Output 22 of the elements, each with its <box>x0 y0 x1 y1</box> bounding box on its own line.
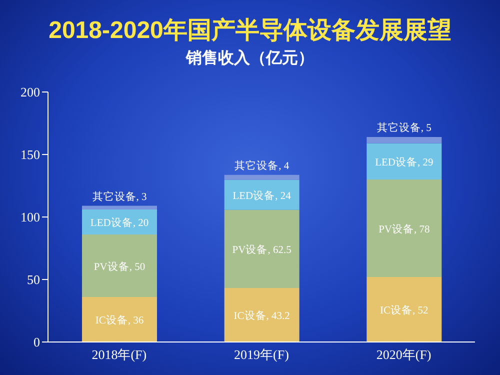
data-label: LED设备, 24 <box>232 190 292 202</box>
x-tick-label: 2020年(F) <box>376 347 432 362</box>
x-tick-label: 2018年(F) <box>92 347 147 362</box>
data-label: IC设备, 36 <box>95 314 144 326</box>
y-tick-label: 100 <box>20 210 40 225</box>
y-tick-label: 50 <box>27 272 40 288</box>
y-tick-label: 200 <box>20 84 40 100</box>
y-tick-label: 150 <box>20 147 40 162</box>
data-label: 其它设备, 4 <box>234 158 290 172</box>
data-label: 其它设备, 3 <box>92 190 147 203</box>
data-label: LED设备, 20 <box>90 217 149 229</box>
data-label: IC设备, 52 <box>380 304 428 316</box>
chart-subtitle: 销售收入（亿元） <box>184 48 315 69</box>
data-label: PV设备, 50 <box>94 260 146 273</box>
data-label: LED设备, 29 <box>375 156 434 168</box>
data-label: 其它设备, 5 <box>376 121 432 134</box>
chart-title: 2018-2020年国产半导体设备发展展望 <box>48 16 452 46</box>
data-label: PV设备, 62.5 <box>232 244 292 256</box>
y-tick-label: 0 <box>34 334 40 350</box>
data-label: PV设备, 78 <box>378 223 430 236</box>
data-label: IC设备, 43.2 <box>234 310 290 322</box>
x-tick-label: 2019年(F) <box>234 347 289 362</box>
